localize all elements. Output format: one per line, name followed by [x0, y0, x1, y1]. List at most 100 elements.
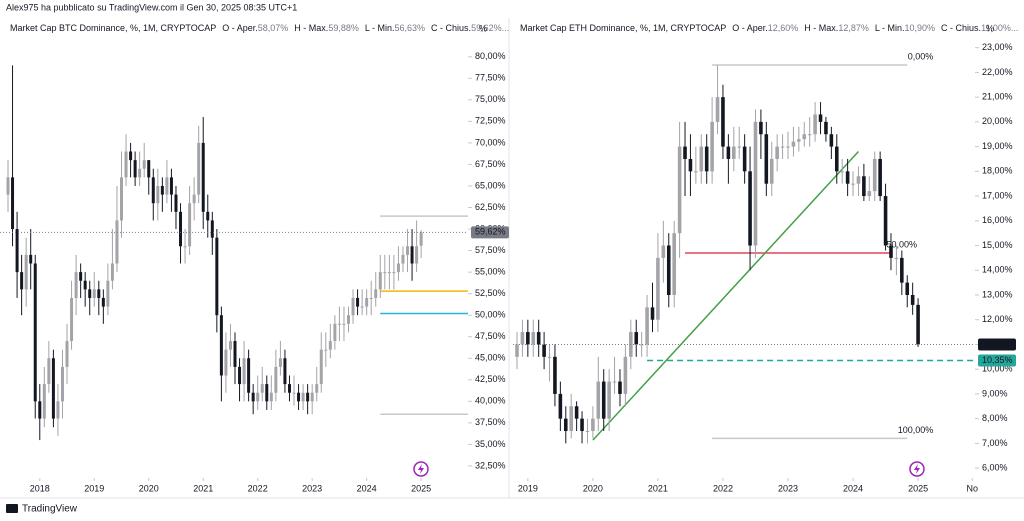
- price-label: 11,00%: [982, 339, 1012, 349]
- candle-body: [347, 315, 350, 324]
- candle-body: [769, 158, 774, 184]
- axis-unit: %: [986, 23, 994, 33]
- candle-body: [15, 229, 19, 273]
- y-tick-label: 37,50%: [475, 417, 506, 427]
- candle-body: [42, 384, 46, 419]
- candle-body: [764, 134, 769, 184]
- candle-body: [142, 160, 146, 169]
- candle-body: [563, 418, 568, 432]
- candle-body: [228, 341, 232, 350]
- candle-body: [265, 384, 269, 402]
- x-tick-label: No: [967, 483, 979, 493]
- candle-body: [256, 392, 260, 402]
- candle-body: [101, 297, 105, 307]
- y-tick-label: 6,00%: [982, 462, 1008, 472]
- candle-body: [328, 341, 332, 350]
- candle-body: [287, 384, 291, 393]
- legend-value: 59,62%...: [471, 23, 509, 33]
- candle-body: [596, 381, 601, 419]
- candle-body: [215, 237, 219, 316]
- legend-value: 58,07%: [258, 23, 289, 33]
- y-tick-label: 55,00%: [475, 266, 506, 276]
- candle-body: [672, 233, 676, 295]
- y-tick-label: 20,00%: [982, 116, 1013, 126]
- candle-body: [547, 356, 552, 358]
- y-tick-label: 15,00%: [982, 240, 1013, 250]
- candle-body: [238, 366, 242, 385]
- x-tick-label: 2018: [30, 483, 50, 493]
- chart-legend: Market Cap ETH Dominance, %, 1M, CRYPTOC…: [520, 23, 1018, 33]
- candle-body: [688, 158, 693, 172]
- legend-value: 56,63%: [395, 23, 426, 33]
- candle-body: [601, 381, 606, 419]
- y-tick-label: 18,00%: [982, 166, 1013, 176]
- level-box-label: 10,35%: [982, 355, 1013, 365]
- candle-body: [88, 289, 92, 298]
- icon[interactable]: [413, 461, 429, 477]
- chart-legend: Market Cap BTC Dominance, %, 1M, CRYPTOC…: [10, 23, 509, 33]
- candle-body: [60, 366, 64, 402]
- legend-value: 59,88%: [328, 23, 359, 33]
- legend-label: O - Aper.: [732, 23, 768, 33]
- icon[interactable]: [909, 461, 925, 477]
- y-tick-label: 14,00%: [982, 265, 1013, 275]
- candle-body: [315, 384, 319, 393]
- candle-body: [201, 142, 205, 212]
- legend-label: L - Min.: [875, 23, 905, 33]
- candle-body: [759, 121, 763, 135]
- candle-body: [342, 323, 346, 325]
- candle-body: [106, 280, 110, 307]
- x-tick-label: 2024: [843, 483, 863, 493]
- y-tick-label: 75,00%: [475, 94, 506, 104]
- candle-body: [147, 160, 151, 178]
- price-label: 59,62%: [475, 227, 506, 237]
- candle-body: [574, 406, 579, 419]
- candle-body: [129, 151, 133, 161]
- candle-body: [553, 356, 557, 394]
- candle-body: [607, 381, 611, 419]
- legend-value: 12,60%: [768, 23, 799, 33]
- candle-body: [851, 183, 855, 185]
- x-tick-label: 2021: [648, 483, 668, 493]
- candle-body: [333, 323, 337, 342]
- candle-body: [910, 294, 915, 305]
- legend-label: C - Chius.: [431, 23, 471, 33]
- y-tick-label: 77,50%: [475, 73, 506, 83]
- candle-body: [210, 220, 214, 238]
- x-tick-label: 2020: [139, 483, 159, 493]
- candle-body: [165, 177, 169, 195]
- candle-body: [677, 146, 682, 234]
- candle-body: [6, 177, 10, 195]
- y-tick-label: 22,00%: [982, 67, 1013, 77]
- candle-body: [65, 341, 69, 367]
- candle-body: [580, 418, 584, 432]
- candle-body: [247, 358, 251, 393]
- candle-body: [645, 307, 649, 345]
- candle-body: [20, 272, 24, 290]
- candle-body: [536, 332, 541, 345]
- candle-body: [900, 257, 904, 283]
- candle-body: [197, 142, 201, 195]
- candle-body: [639, 344, 644, 346]
- y-tick-label: 13,00%: [982, 289, 1013, 299]
- y-tick-label: 17,00%: [982, 190, 1013, 200]
- candle-body: [710, 121, 714, 172]
- candle-body: [274, 366, 278, 393]
- legend-value: 12,87%: [838, 23, 869, 33]
- candle-body: [192, 194, 196, 204]
- candle-body: [138, 168, 142, 178]
- candle-body: [856, 176, 861, 184]
- candle-body: [297, 392, 301, 402]
- legend-label: C - Chius.: [941, 23, 981, 33]
- candle-body: [802, 134, 807, 140]
- x-tick-label: 2025: [908, 483, 928, 493]
- candle-body: [124, 151, 128, 178]
- author-line: Alex975 ha pubblicato su TradingView.com…: [6, 2, 297, 12]
- x-tick-label: 2025: [411, 483, 431, 493]
- candle-body: [242, 358, 246, 385]
- candle-body: [251, 392, 255, 402]
- candle-body: [360, 306, 364, 308]
- candle-body: [120, 177, 123, 221]
- legend-value: 10,90%: [905, 23, 936, 33]
- x-tick-label: 2021: [193, 483, 213, 493]
